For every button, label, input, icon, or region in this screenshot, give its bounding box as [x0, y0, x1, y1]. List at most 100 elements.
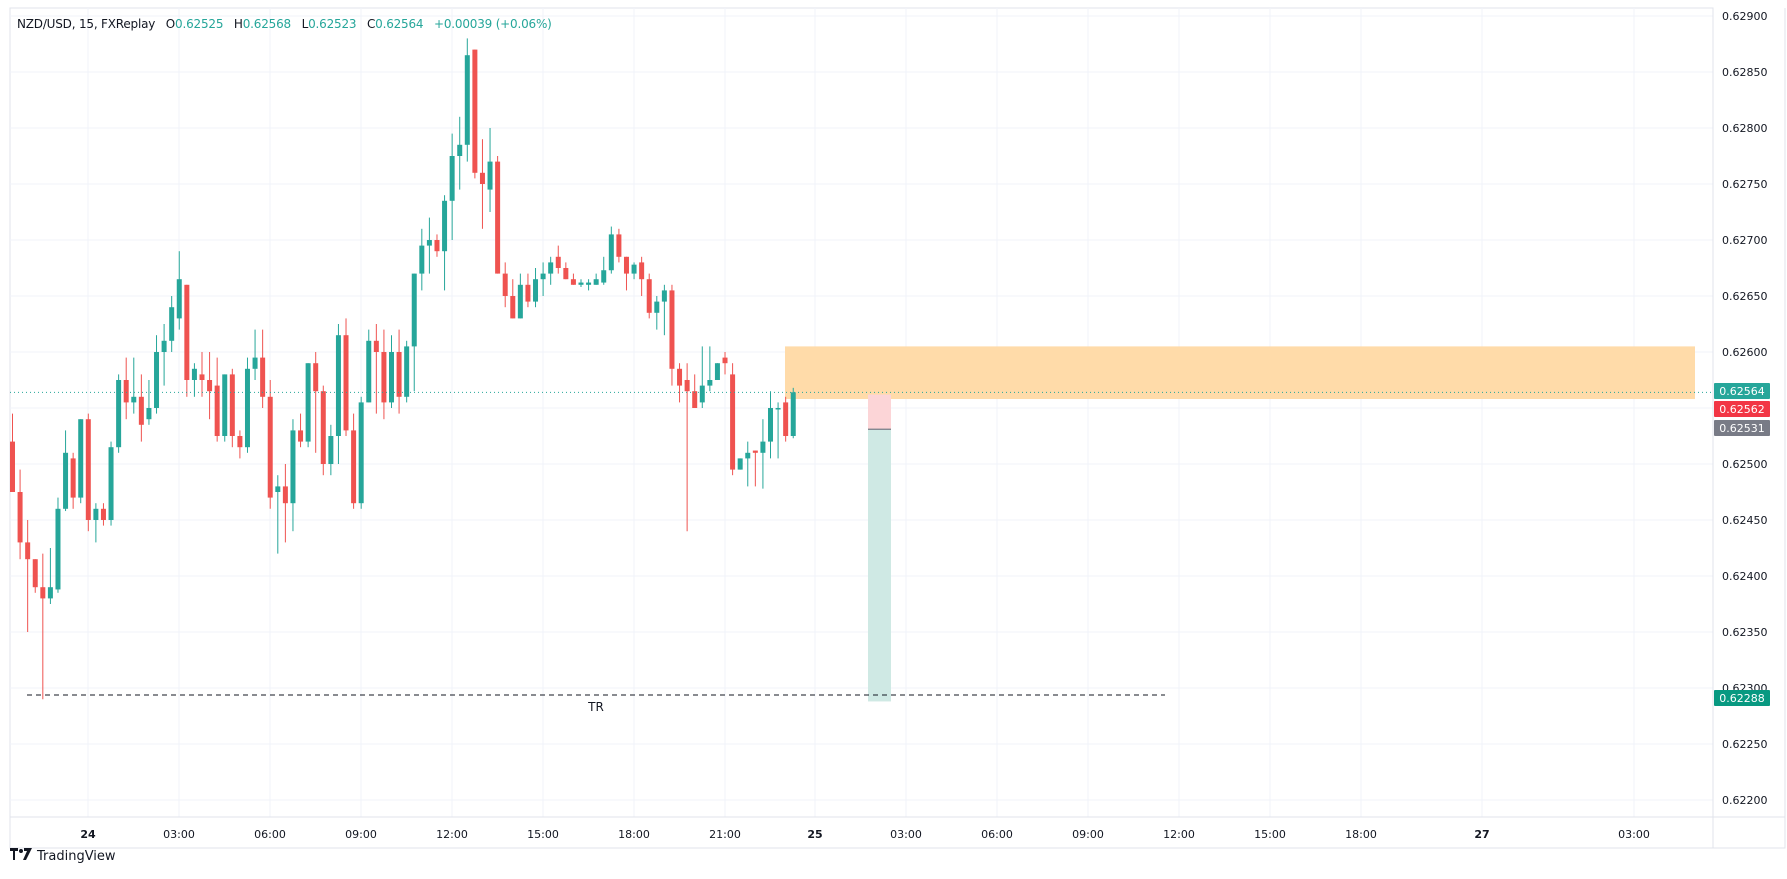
candle	[578, 279, 584, 288]
position-target-zone[interactable]	[868, 429, 891, 702]
price-tick-label: 0.62600	[1722, 346, 1768, 359]
symbol-title[interactable]: NZD/USD, 15, FXReplay	[17, 17, 156, 31]
candle-body	[47, 587, 53, 599]
candle	[116, 374, 122, 453]
candle	[730, 363, 736, 476]
price-tick-label: 0.62400	[1722, 570, 1768, 583]
candlestick-series	[10, 38, 796, 700]
candle	[737, 458, 743, 470]
candle-body	[32, 559, 38, 588]
candle-body	[608, 234, 614, 271]
candle-body	[78, 419, 84, 498]
candle	[17, 469, 23, 560]
candle-body	[730, 374, 736, 470]
candle-body	[93, 508, 99, 520]
candle	[55, 497, 61, 593]
candle-body	[138, 396, 144, 425]
candle-body	[17, 492, 23, 543]
candle	[335, 324, 341, 464]
candle	[540, 262, 546, 296]
candle-body	[540, 273, 546, 280]
candle	[570, 273, 576, 285]
candle-body	[426, 240, 432, 246]
candle	[661, 284, 667, 336]
price-axis[interactable]: 0.62900 0.62850 0.62800 0.62750 0.62700 0.626…	[1712, 8, 1786, 848]
price-tick-label: 0.62450	[1722, 514, 1768, 527]
candle	[237, 430, 243, 459]
candle-body	[790, 392, 796, 436]
candle-body	[63, 452, 69, 509]
candle-body	[442, 200, 448, 252]
candle	[207, 352, 213, 420]
candle	[722, 352, 728, 375]
candle-body	[25, 542, 31, 560]
price-label-text: 0.62564	[1719, 385, 1765, 398]
time-tick-label: 03:00	[1618, 828, 1650, 841]
candle-body	[487, 161, 493, 190]
candle	[525, 273, 531, 308]
time-axis[interactable]: 24 03:00 06:00 09:00 12:00 15:00 18:00 21:00 25 0…	[9, 816, 1786, 849]
candle-body	[639, 262, 645, 280]
candle-body	[517, 284, 523, 319]
time-tick-label: 15:00	[1254, 828, 1286, 841]
price-tick-label: 0.62250	[1722, 738, 1768, 751]
time-tick-label: 25	[807, 828, 822, 841]
candle	[123, 357, 129, 420]
time-tick-label: 06:00	[981, 828, 1013, 841]
candle-body	[10, 441, 15, 492]
price-label-text: 0.62562	[1719, 403, 1765, 416]
candle-body	[434, 240, 440, 252]
price-tick-label: 0.62200	[1722, 794, 1768, 807]
candle-body	[616, 234, 622, 257]
candle	[563, 262, 569, 280]
candle	[25, 520, 31, 632]
candle	[63, 430, 69, 512]
candle-body	[116, 380, 122, 448]
candle	[631, 262, 637, 280]
candle	[502, 262, 508, 308]
candle-body	[661, 290, 667, 302]
low-label: L	[301, 17, 309, 31]
candle-body	[282, 486, 288, 504]
candle	[267, 380, 273, 509]
supply-zone-rectangle[interactable]	[785, 346, 1695, 400]
candle	[10, 413, 15, 492]
candle-body	[502, 273, 508, 296]
candle-body	[55, 508, 61, 590]
tradingview-branding[interactable]: TradingView	[10, 848, 116, 864]
time-tick-label: 12:00	[436, 828, 468, 841]
candle	[351, 413, 357, 509]
candle-body	[449, 156, 455, 201]
candle-body	[601, 270, 607, 283]
candle-body	[290, 430, 296, 504]
candle	[32, 559, 38, 593]
candle	[229, 368, 235, 448]
candle-body	[548, 262, 554, 274]
drawings-layer[interactable]	[785, 346, 1695, 702]
high-value: 0.62568	[242, 17, 291, 31]
price-tick-label: 0.62800	[1722, 122, 1768, 135]
candle-body	[479, 172, 485, 184]
candle	[131, 357, 137, 414]
candle	[282, 464, 288, 543]
candle	[548, 256, 554, 285]
candle	[745, 441, 751, 487]
candle-body	[85, 419, 91, 520]
candle-body	[123, 380, 129, 403]
low-value: 0.62523	[308, 17, 357, 31]
candle	[623, 256, 629, 291]
candle-body	[214, 385, 220, 436]
candle	[85, 413, 91, 532]
time-tick-label: 09:00	[345, 828, 377, 841]
candle-body	[457, 144, 463, 156]
candle-body	[404, 346, 410, 397]
candle	[108, 441, 114, 526]
price-tick-label: 0.62650	[1722, 290, 1768, 303]
candle	[692, 374, 698, 408]
position-stop-zone[interactable]	[868, 394, 891, 430]
tradingview-logo-icon	[10, 848, 32, 864]
open-value: 0.62525	[175, 17, 224, 31]
candle-body	[237, 436, 243, 448]
